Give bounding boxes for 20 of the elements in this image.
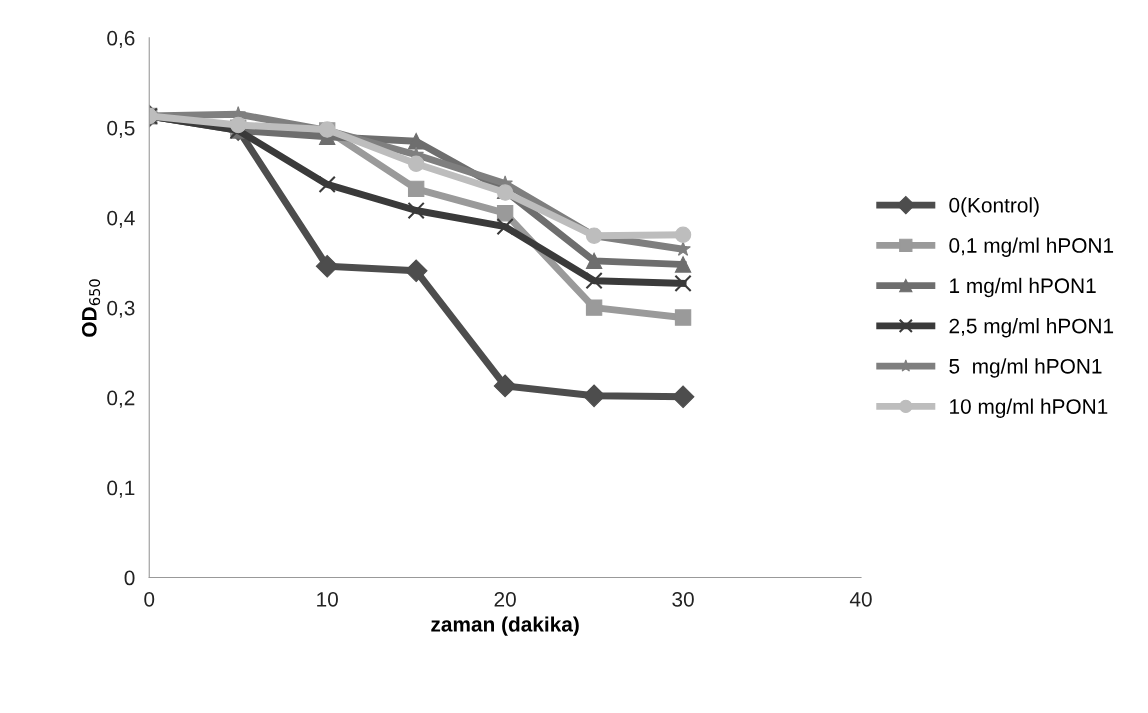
y-tick-label: 0,2 — [107, 390, 135, 408]
x-axis-title: zaman (dakika) — [431, 616, 579, 636]
y-tick-label: 0,6 — [107, 30, 135, 48]
y-tick-label: 0,1 — [107, 480, 135, 498]
y-tick-label: 0 — [124, 570, 135, 586]
x-tick-label: 10 — [317, 591, 338, 607]
x-tick-label: 0 — [144, 591, 155, 607]
legend-label: 0(Kontrol) — [949, 197, 1039, 217]
y-axis-title: OD$_{650}$ — [81, 279, 101, 337]
legend-label: 2,5 mg/ml hPON1 — [949, 318, 1114, 338]
y-tick-label: 0,3 — [107, 300, 135, 318]
legend-label: 5 mg/ml hPON1 — [949, 358, 1102, 378]
y-tick-label: 0,5 — [107, 120, 135, 138]
legend-label: 0,1 mg/ml hPON1 — [949, 237, 1114, 257]
x-tick-label: 40 — [849, 591, 872, 607]
x-tick-label: 30 — [672, 591, 694, 607]
y-tick-label: 0,4 — [107, 210, 135, 228]
legend-label: 10 mg/ml hPON1 — [950, 398, 1108, 418]
legend-label: 1 mg/ml hPON1 — [950, 277, 1096, 298]
x-tick-label: 20 — [494, 591, 516, 607]
